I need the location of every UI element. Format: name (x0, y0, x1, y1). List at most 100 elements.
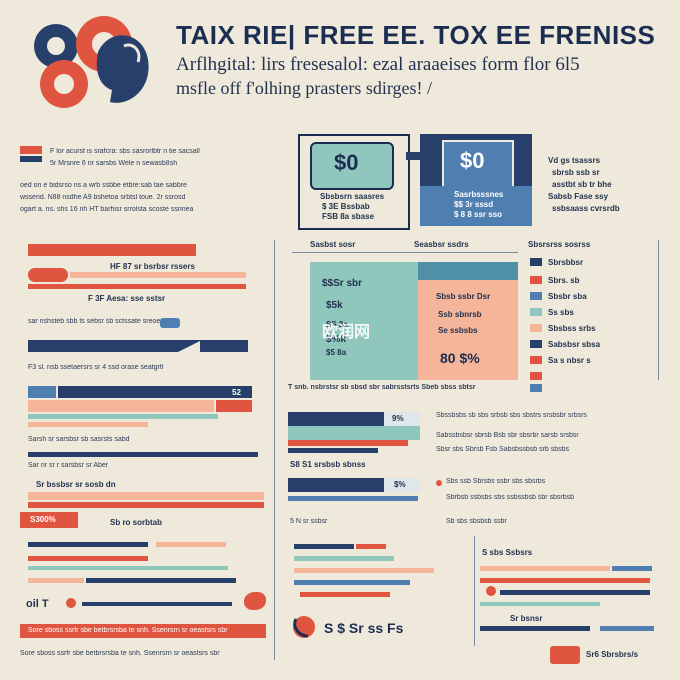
left-bar (28, 284, 246, 289)
bottom-lower-label: Sr bsnsr (510, 614, 543, 623)
bottom-note: Sbrbsb ssbsbs sbs ssbssbsb sbr sbsrbsb (446, 494, 574, 501)
watermark: 欧润网 (322, 324, 371, 341)
footer-badge (550, 646, 580, 664)
middle-teal-panel (310, 262, 418, 380)
left-bar-label: Sr bssbsr sr sosb dn (36, 480, 116, 489)
left-divider (274, 240, 275, 660)
bottom-row-label: 9% (392, 414, 404, 423)
left-bar (156, 542, 226, 547)
page-subtitle-line-2: msfle off f'olhing prasters sdirges! / (176, 78, 433, 98)
bottom-note: Sbs ssb Sbrsbs ssbr sbs sbsrbs (446, 478, 546, 485)
bottom-lower-bar (294, 556, 394, 561)
legend-swatch (530, 384, 542, 392)
left-bar-label: Sarsh sr sarsbsr sb sasrsts sabd (28, 436, 130, 443)
middle-peach-panel (418, 262, 518, 380)
card-1-line: FSB 8a sbase (322, 212, 375, 221)
left-shape (244, 592, 266, 610)
bottom-bar (288, 412, 384, 426)
footer-line: Sore sboss ssrfr sbe betbrsrsba te snh. … (20, 650, 220, 657)
bottom-lower-bar (480, 578, 650, 583)
bottom-lower-bar (600, 626, 654, 631)
middle-col-label: Sasbst sosr (310, 240, 356, 249)
left-bar (28, 556, 148, 561)
right-note: sbrsb ssb sr (552, 168, 600, 177)
intro-line: ogart a. ns. shs 16 nh HT barhisr srrols… (20, 206, 194, 213)
left-band (58, 386, 252, 398)
card-2: $0 Sasrbsssnes $$ 3r sssd $ 8 8 ssr sso (420, 134, 532, 226)
card-1-line: $ 3E Bssbab (322, 202, 370, 211)
right-note: Sabsb Fase ssy (548, 192, 609, 201)
left-bar-label: HF 87 sr bsrbsr rssers (110, 262, 195, 271)
bottom-bar (288, 440, 408, 446)
card-connector (406, 152, 424, 160)
bottom-lower-icon (290, 614, 320, 640)
intro-line: oed on e bidsrso ns a wrb ssbbe etbre:sa… (20, 182, 187, 189)
left-accent-red (20, 146, 42, 154)
left-bar-chip (28, 268, 68, 282)
bottom-row-label: 5 N sr ssbsr (290, 518, 328, 525)
left-band (28, 422, 148, 427)
card-2-icon-text: $0 (460, 148, 485, 173)
legend-item: Sbrs. sb (548, 276, 580, 285)
bottom-lower-bar (356, 544, 386, 549)
bottom-row-label: S8 S1 srsbsb sbnss (290, 460, 366, 469)
legend-item: Sabsbsr sbsa (548, 340, 601, 349)
bottom-lower-bar (294, 568, 434, 573)
bottom-row-label: $% (394, 480, 406, 489)
bottom-lower-bar (300, 592, 390, 597)
legend-item: Sbsbss srbs (548, 324, 596, 333)
left-band (28, 400, 214, 412)
left-bar (86, 578, 236, 583)
bottom-note: Sbssbsbs sb sbs srbsb sbs sbstrs srsbsbr… (436, 412, 587, 419)
bottom-note-marker (436, 480, 442, 486)
left-bar (28, 244, 196, 256)
middle-peach-head (418, 262, 518, 280)
card-2-line: $ 8 8 ssr sso (454, 210, 503, 219)
middle-row: $%k (326, 334, 347, 345)
card-2-line: $$ 3r sssd (454, 200, 494, 209)
middle-peach-total: 80 $% (440, 350, 480, 366)
bottom-bar-tag (384, 412, 420, 426)
card-1-line: Sbsbsrn saasres (320, 192, 385, 201)
middle-row: SS 8a (326, 320, 348, 329)
legend-item: Ss sbs (548, 308, 574, 317)
left-footer-text: Sore sboss ssrfr sbe betbrsrsba te snh. … (28, 627, 228, 634)
card-2-line: Sasrbsssnes (454, 190, 504, 199)
middle-peach-row: Se ssbsbs (438, 326, 478, 335)
bottom-lower-dot (486, 586, 496, 596)
bottom-lower-bar (480, 566, 610, 571)
legend-item: Sa s nbsr s (548, 356, 591, 365)
intro-line: 5r Mrsnre 6 nr sarsbs Wele n sewasb8sh (50, 160, 178, 167)
logo-mark (28, 12, 158, 112)
bottom-divider (474, 536, 475, 646)
bottom-footer-label: S $ Sr ss Fs (324, 620, 404, 636)
middle-peach-row: Sbsb ssbr Dsr (436, 292, 491, 301)
left-bar (28, 452, 258, 457)
legend-swatch (530, 324, 542, 332)
middle-row: $$Sr sbr (322, 278, 363, 289)
intro-line: wsserid. N88 nsdhe A9 bshetoa srbtsl tou… (20, 194, 186, 201)
left-bar-label: Sar nr sr r sarsbsr sr Aber (28, 462, 109, 469)
left-bar (70, 272, 246, 278)
bottom-lower-bar (480, 626, 590, 631)
left-accent-navy (20, 156, 42, 162)
legend-swatch (530, 258, 542, 266)
legend-title: Sbsrsrss sosrss (528, 240, 591, 249)
legend-swatch (530, 308, 542, 316)
left-stepped-bar-tail (178, 340, 202, 352)
intro-line: F lor acurst is srafcra: sbs sasrorlbtr … (50, 148, 200, 155)
left-value-chip (20, 512, 78, 528)
left-bar (28, 492, 264, 500)
middle-row: $5k (326, 300, 343, 311)
page-title: TAIX RIE| FREE EE. TOX EE FRENISS (176, 20, 656, 50)
left-bar-label: F 3F Aesa: sse sstsr (88, 294, 166, 303)
left-band (216, 400, 252, 412)
right-note: asstbt sb tr bhe (552, 180, 612, 189)
left-band (28, 414, 218, 419)
bottom-note: Sb sbs sbsbsb ssbr (446, 518, 507, 525)
right-note: ssbsaass cvrsrdb (552, 204, 620, 213)
legend-item: Sbrsbbsr (548, 258, 584, 267)
left-band-badge (228, 386, 252, 398)
bottom-bar (288, 426, 420, 440)
middle-col-label: Seasbsr ssdrs (414, 240, 469, 249)
